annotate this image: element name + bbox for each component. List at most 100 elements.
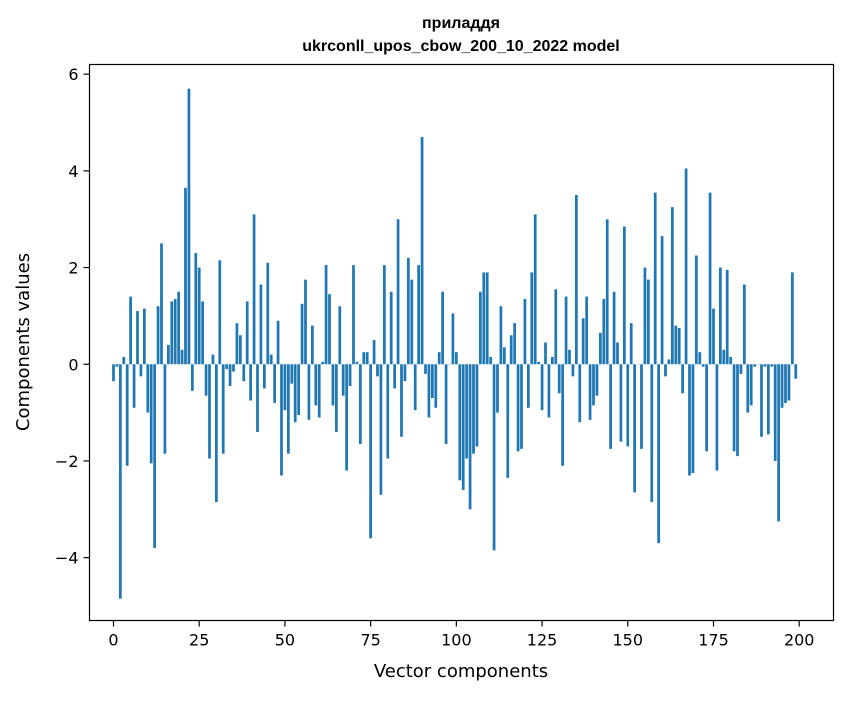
bar-21 — [184, 188, 187, 364]
bar-159 — [657, 364, 660, 543]
bar-145 — [609, 364, 612, 449]
bar-58 — [311, 326, 314, 365]
x-tick-label-50: 50 — [275, 631, 295, 650]
bar-15 — [164, 364, 167, 453]
bar-143 — [602, 299, 605, 364]
bar-97 — [445, 364, 448, 444]
bar-42 — [256, 364, 259, 432]
bar-11 — [150, 364, 153, 463]
bar-171 — [698, 352, 701, 364]
bar-43 — [260, 284, 263, 364]
bar-103 — [465, 364, 468, 458]
bar-29 — [212, 355, 215, 365]
bar-186 — [750, 364, 753, 405]
bar-12 — [153, 364, 156, 548]
bar-41 — [253, 214, 256, 364]
bar-185 — [746, 364, 749, 412]
bar-51 — [287, 364, 290, 453]
bar-53 — [294, 364, 297, 422]
bar-92 — [428, 364, 431, 417]
bar-56 — [304, 280, 307, 365]
bar-96 — [441, 292, 444, 365]
bar-196 — [784, 364, 787, 403]
bar-165 — [678, 328, 681, 364]
bar-47 — [273, 364, 276, 403]
bar-1 — [116, 364, 119, 366]
bar-194 — [777, 364, 780, 521]
bar-36 — [236, 323, 239, 364]
bar-198 — [791, 272, 794, 364]
bar-193 — [774, 364, 777, 461]
x-tick-label-200: 200 — [784, 631, 815, 650]
y-tick-label-2: 2 — [68, 259, 78, 278]
bar-109 — [486, 272, 489, 364]
bar-182 — [736, 364, 739, 456]
bar-115 — [506, 364, 509, 478]
y-tick-label--2: −2 — [55, 452, 79, 471]
bar-55 — [301, 304, 304, 364]
bar-154 — [640, 364, 643, 449]
bar-18 — [174, 299, 177, 364]
bar-99 — [452, 313, 455, 364]
bar-142 — [599, 333, 602, 364]
bar-61 — [321, 362, 324, 364]
bar-126 — [544, 343, 547, 365]
bar-111 — [493, 364, 496, 550]
bar-84 — [400, 364, 403, 437]
bar-40 — [249, 364, 252, 400]
bar-118 — [517, 364, 520, 451]
bar-89 — [417, 265, 420, 364]
bar-129 — [554, 289, 557, 364]
bar-82 — [393, 364, 396, 388]
bar-25 — [198, 268, 201, 365]
bar-68 — [345, 364, 348, 470]
bar-152 — [633, 364, 636, 492]
bar-100 — [455, 352, 458, 364]
bar-136 — [578, 364, 581, 422]
bar-160 — [661, 236, 664, 364]
bar-74 — [366, 352, 369, 364]
bar-33 — [225, 364, 228, 369]
bar-167 — [685, 168, 688, 364]
bar-178 — [722, 350, 725, 365]
x-tick-label-0: 0 — [108, 631, 118, 650]
bar-110 — [489, 357, 492, 364]
x-tick-label-150: 150 — [613, 631, 644, 650]
bar-63 — [328, 294, 331, 364]
bar-169 — [692, 364, 695, 473]
bar-164 — [674, 326, 677, 365]
bar-6 — [133, 364, 136, 408]
bar-127 — [548, 364, 551, 417]
bar-57 — [308, 364, 311, 420]
bar-59 — [314, 364, 317, 405]
bar-37 — [239, 335, 242, 364]
bar-13 — [157, 306, 160, 364]
bar-104 — [469, 364, 472, 509]
bar-77 — [376, 364, 379, 376]
bar-135 — [575, 195, 578, 364]
bar-86 — [407, 258, 410, 364]
bars-group — [112, 89, 797, 599]
bar-124 — [537, 362, 540, 364]
bar-108 — [482, 272, 485, 364]
bar-173 — [705, 364, 708, 451]
bar-26 — [201, 301, 204, 364]
bar-147 — [616, 343, 619, 365]
x-tick-label-125: 125 — [527, 631, 558, 650]
bar-180 — [729, 357, 732, 364]
bar-191 — [767, 364, 770, 434]
bar-192 — [770, 364, 773, 366]
bar-44 — [263, 364, 266, 388]
bar-48 — [277, 321, 280, 365]
bar-16 — [167, 345, 170, 364]
bar-134 — [572, 364, 575, 376]
bar-49 — [280, 364, 283, 475]
bar-162 — [668, 359, 671, 364]
bar-5 — [129, 297, 132, 365]
bar-80 — [386, 364, 389, 458]
bar-119 — [520, 364, 523, 449]
bar-184 — [743, 284, 746, 364]
bar-161 — [664, 364, 667, 376]
